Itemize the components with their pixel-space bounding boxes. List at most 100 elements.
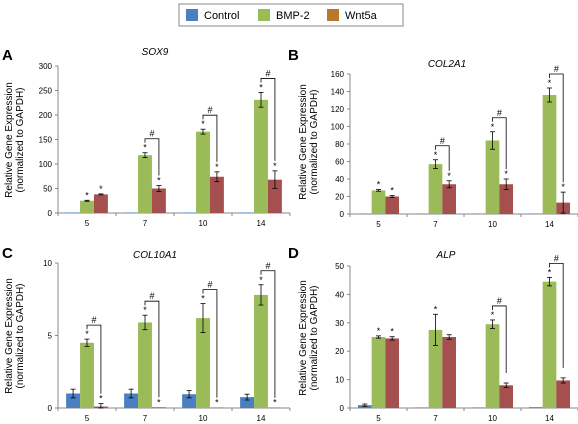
panel-c-hash-label: #	[149, 291, 154, 301]
panel-b-hash-label: #	[440, 136, 445, 146]
legend-label-wnt5a: Wnt5a	[345, 10, 378, 22]
panel-c-significance-star: *	[259, 275, 263, 285]
panel-d-significance-star: *	[390, 327, 394, 337]
panel-b-ytick-label: 0	[340, 210, 345, 219]
panel-d-hash-label: #	[497, 296, 502, 306]
panel-a-hash-label: #	[265, 68, 270, 78]
panel-d: D ALP Relative Gene Expression (normaliz…	[288, 245, 578, 423]
panel-b-hash-label: #	[554, 64, 559, 74]
panel-d-ytick-label: 50	[335, 262, 344, 271]
panel-c-ytick-label: 10	[43, 259, 52, 268]
panel-a-xtick-label: 14	[257, 219, 266, 228]
panel-b-ytick-label: 40	[335, 175, 344, 184]
panel-b-hash-bracket	[492, 117, 507, 169]
panel-a-significance-star: *	[143, 143, 147, 153]
panel-a-bar-bmp2	[138, 155, 152, 213]
panel-a-bar-wnt5a	[209, 176, 224, 213]
panel-b-title: COL2A1	[428, 59, 466, 70]
panel-d-ytick-label: 40	[335, 290, 344, 299]
panel-d-ylabel-2: (normalized to GAPDH)	[309, 285, 320, 390]
panel-a-significance-star: *	[215, 162, 219, 172]
panel-b-ytick-label: 100	[331, 123, 345, 132]
panel-c-hash-label: #	[265, 261, 270, 271]
panel-c-bar-wnt5a	[151, 407, 166, 408]
panel-b-hash-bracket	[435, 145, 450, 171]
panel-b-ytick-label: 120	[331, 105, 345, 114]
panel-a-bar-wnt5a	[267, 179, 282, 213]
legend-label-bmp2: BMP-2	[276, 10, 310, 22]
panel-c-significance-star: *	[99, 394, 103, 404]
panel-b-ytick-label: 20	[335, 193, 344, 202]
panel-b-bar-wnt5a	[385, 196, 400, 214]
panel-a-ytick-label: 300	[39, 62, 53, 71]
panel-b-ytick-label: 140	[331, 88, 345, 97]
legend-label-control: Control	[204, 10, 239, 22]
panel-d-hash-bracket	[549, 262, 564, 368]
panel-d-xtick-label: 7	[433, 414, 438, 423]
panel-c-xtick-label: 14	[257, 414, 266, 423]
panel-d-xtick-label: 10	[488, 414, 497, 423]
panel-a-ytick-label: 200	[39, 111, 53, 120]
panel-a-hash-bracket	[144, 138, 160, 176]
panel-b-significance-star: *	[504, 169, 508, 179]
panel-b-bar-bmp2	[428, 164, 443, 214]
panel-b-xtick-label: 10	[488, 220, 497, 229]
panel-a-ylabel-2: (normalized to GAPDH)	[15, 87, 26, 192]
panel-b-significance-star: *	[390, 186, 394, 196]
panel-a-xtick-label: 5	[85, 219, 90, 228]
panel-a-title: SOX9	[142, 47, 169, 58]
panel-c-significance-star: *	[215, 398, 219, 408]
panel-a-xtick-label: 10	[199, 219, 208, 228]
panel-a-bar-bmp2	[196, 131, 210, 213]
panel-c-ylabel-2: (normalized to GAPDH)	[15, 283, 26, 388]
panel-a: A SOX9 Relative Gene Expression (normali…	[2, 47, 291, 228]
panel-d-bar-wnt5a	[556, 380, 571, 408]
panel-a-ytick-label: 50	[43, 185, 52, 194]
panel-a-significance-star: *	[201, 119, 205, 129]
panel-d-ytick-label: 20	[335, 347, 344, 356]
panel-a-significance-star: *	[99, 184, 103, 194]
panel-c-significance-star: *	[85, 329, 89, 339]
panel-d-significance-star: *	[548, 267, 552, 277]
panel-d-bar-bmp2	[485, 324, 500, 408]
panel-b-hash-label: #	[497, 108, 502, 118]
panel-c-bar-control	[182, 394, 197, 408]
panel-c-hash-bracket	[86, 324, 102, 394]
panel-c-hash-bracket	[202, 289, 218, 398]
panel-d-significance-star: *	[434, 304, 438, 314]
panel-a-ylabel-1: Relative Gene Expression	[4, 82, 15, 198]
panel-d-ytick-label: 10	[335, 376, 344, 385]
panel-a-ytick-label: 150	[39, 136, 53, 145]
panel-a-xtick-label: 7	[143, 219, 148, 228]
panel-b-bar-wnt5a	[499, 184, 514, 214]
panel-c-bar-control	[124, 393, 139, 408]
panel-c-hash-label: #	[91, 315, 96, 325]
panel-b-ylabel-1: Relative Gene Expression	[298, 84, 309, 200]
panel-b-ylabel-2: (normalized to GAPDH)	[309, 89, 320, 194]
legend-swatch-wnt5a	[327, 9, 339, 21]
panel-b-letter: B	[288, 47, 299, 64]
panel-a-bar-wnt5a	[151, 188, 166, 213]
panel-d-ylabel-1: Relative Gene Expression	[298, 280, 309, 396]
panel-d-bar-wnt5a	[442, 337, 457, 408]
panel-d-bar-bmp2	[428, 329, 443, 408]
panel-a-significance-star: *	[273, 161, 277, 171]
panel-c-hash-bracket	[144, 300, 160, 398]
panel-b-ytick-label: 80	[335, 140, 344, 149]
panel-d-xtick-label: 14	[545, 414, 554, 423]
panel-b-xtick-label: 5	[376, 220, 381, 229]
panel-c-bar-bmp2	[196, 318, 210, 408]
panel-d-bar-bmp2	[371, 337, 386, 408]
panel-c-ylabel-1: Relative Gene Expression	[4, 278, 15, 394]
panel-d-ytick-label: 30	[335, 319, 344, 328]
panel-d-hash-label: #	[554, 253, 559, 263]
panel-b-ytick-label: 160	[331, 70, 345, 79]
panel-d-ytick-label: 0	[340, 404, 345, 413]
panel-c-hash-label: #	[207, 280, 212, 290]
panel-c-xtick-label: 7	[143, 414, 148, 423]
panel-c-hash-bracket	[260, 270, 276, 398]
panel-a-hash-bracket	[260, 78, 276, 161]
